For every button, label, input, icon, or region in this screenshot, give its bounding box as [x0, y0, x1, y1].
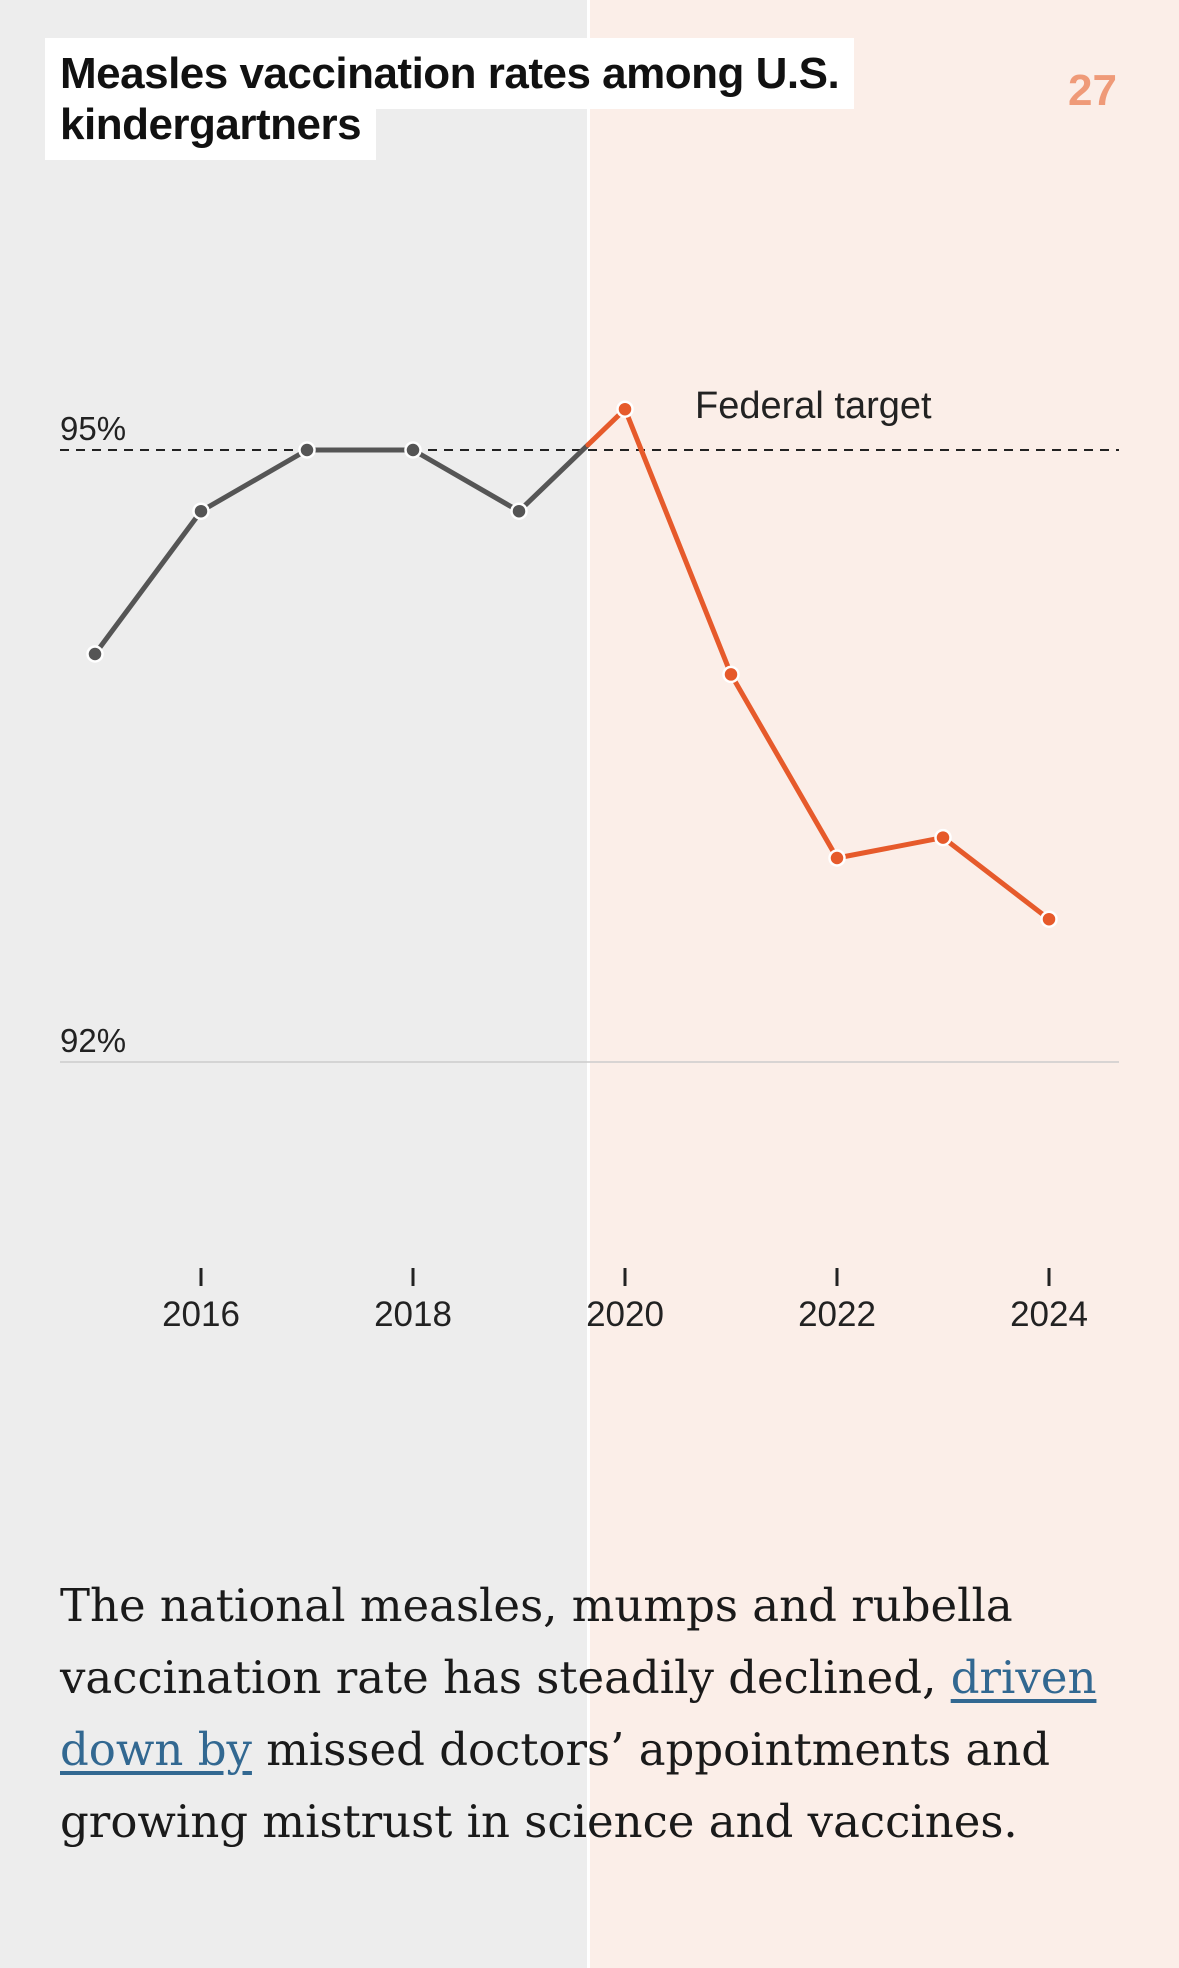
x-tick-label-2018: 2018 [374, 1295, 452, 1334]
body-text-after: missed doctors’ appointments and growing… [60, 1723, 1051, 1848]
background-before-2020 [0, 0, 587, 1968]
x-tick-label-2016: 2016 [162, 1295, 240, 1334]
data-point-2024 [1040, 910, 1058, 928]
page-number: 27 [1068, 66, 1117, 115]
body-text-before: The national measles, mumps and rubella … [60, 1579, 1013, 1704]
federal-target-label: Federal target [695, 385, 932, 427]
x-tick-label-2022: 2022 [798, 1295, 876, 1334]
data-point-2018 [404, 441, 422, 459]
series-line-from-2020 [585, 406, 1052, 922]
data-point-2019 [510, 502, 528, 520]
data-point-2022 [828, 849, 846, 867]
x-tick-label-2020: 2020 [586, 1295, 664, 1334]
y-tick-label-92: 92% [60, 1022, 126, 1059]
x-tick-label-2024: 2024 [1010, 1295, 1088, 1334]
chart-title-box: Measles vaccination rates among U.S. kin… [45, 38, 925, 160]
period-divider [587, 0, 590, 1968]
data-point-2021 [722, 665, 740, 684]
data-point-2016 [192, 502, 210, 520]
y-tick-label-95: 95% [60, 410, 126, 447]
data-point-2015 [86, 645, 104, 663]
body-paragraph: The national measles, mumps and rubella … [60, 1570, 1130, 1858]
chart-title: Measles vaccination rates among U.S. kin… [45, 38, 855, 160]
body-link[interactable]: driven down by [60, 1651, 1097, 1776]
line-chart: 92% 95% Federal target 2016 2018 2020 2022 2024 [60, 385, 1119, 1334]
background-from-2020 [590, 0, 1179, 1968]
data-point-2017 [298, 441, 316, 459]
series-line-before-2020 [92, 442, 591, 657]
data-point-2023 [934, 828, 952, 847]
data-point-2020 [616, 400, 634, 418]
